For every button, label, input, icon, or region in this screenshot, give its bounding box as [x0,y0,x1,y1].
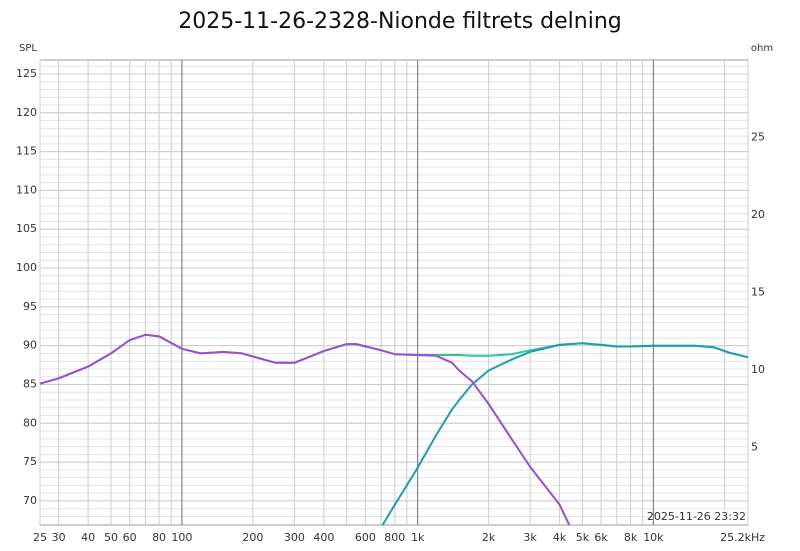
x-tick-label: 400 [313,531,334,544]
y-tick-label: 85 [23,377,37,390]
x-tick-label: 300 [284,531,305,544]
x-tick-label: 6k [594,531,608,544]
series-line [39,333,571,526]
y2-tick-label: 20 [751,208,765,221]
plot-area [39,59,749,526]
x-tick-label: 80 [152,531,166,544]
x-tick-label: 30 [52,531,66,544]
x-tick-label: 4k [553,531,567,544]
x-tick-label: 200 [242,531,263,544]
x-tick-label: 3k [523,531,537,544]
x-tick-label: 8k [624,531,638,544]
annotation-bg [655,509,747,524]
y-tick-label: 80 [23,416,37,429]
x-tick-label: 60 [123,531,137,544]
x-tick-label: 800 [384,531,405,544]
y2-tick-label: 10 [751,363,765,376]
y-tick-label: 90 [23,339,37,352]
y-tick-label: 125 [16,67,37,80]
x-tick-label: 50 [104,531,118,544]
y-tick-label: 100 [16,261,37,274]
y-tick-label: 70 [23,494,37,507]
y2-axis-label: ohm [751,43,773,54]
y2-tick-label: 15 [751,286,765,299]
y-tick-label: 75 [23,455,37,468]
x-tick-label: 25 [33,531,47,544]
y2-tick-label: 5 [751,441,758,454]
y-tick-label: 110 [16,183,37,196]
x-tick-label: 100 [171,531,192,544]
chart-title: 2025-11-26-2328-Nionde filtrets delning [178,9,622,34]
x-tick-label: 600 [355,531,376,544]
x-tick-label: 40 [81,531,95,544]
y-tick-label: 105 [16,222,37,235]
x-tick-label: 10k [643,531,664,544]
y-axis-label: SPL [19,43,37,54]
series-line [381,342,749,526]
x-tick-label: 25.2kHz [720,531,765,544]
annotation: 2025-11-26 23:32 [647,510,746,523]
x-tick-label: 5k [576,531,590,544]
y2-tick-label: 25 [751,131,765,144]
y-tick-label: 115 [16,145,37,158]
y-tick-label: 95 [23,300,37,313]
x-tick-label: 1k [411,531,425,544]
y-tick-label: 120 [16,106,37,119]
x-tick-label: 2k [482,531,496,544]
